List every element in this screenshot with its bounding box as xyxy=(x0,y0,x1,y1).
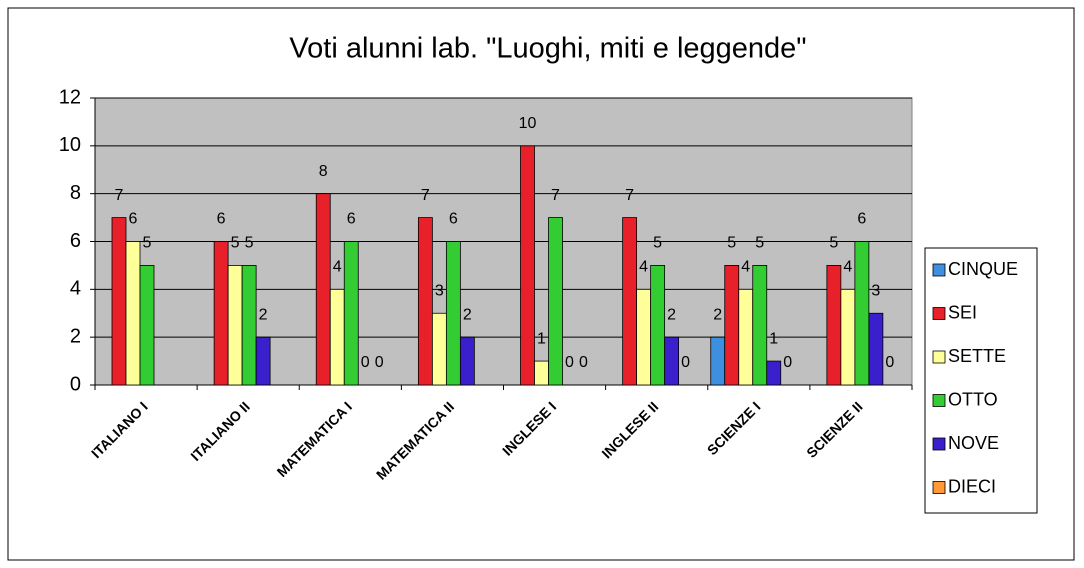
bar xyxy=(139,265,155,386)
value-label: 5 xyxy=(653,235,662,252)
value-label: 4 xyxy=(741,259,750,276)
value-label: 4 xyxy=(639,259,648,276)
bar xyxy=(826,265,842,386)
value-label: 2 xyxy=(713,306,722,323)
bar xyxy=(650,265,666,386)
bar xyxy=(125,241,141,386)
bar xyxy=(445,241,461,386)
value-label: 3 xyxy=(435,282,444,299)
bar xyxy=(315,193,331,386)
value-label: 5 xyxy=(727,235,736,252)
legend-swatch xyxy=(932,481,946,494)
y-tick-label: 2 xyxy=(70,325,81,347)
value-label: 1 xyxy=(769,330,778,347)
value-label: 0 xyxy=(885,354,894,371)
bar xyxy=(710,336,726,386)
bar xyxy=(636,288,652,386)
bar xyxy=(520,145,535,386)
bar xyxy=(417,217,433,386)
bar xyxy=(622,217,638,386)
value-label: 5 xyxy=(231,235,240,252)
legend-swatch xyxy=(932,437,946,451)
bar xyxy=(213,241,229,386)
bar xyxy=(431,312,447,386)
value-label: 6 xyxy=(449,211,458,228)
value-label: 5 xyxy=(829,235,838,252)
legend-label: OTTO xyxy=(948,389,998,409)
legend-box xyxy=(924,247,1038,514)
value-label: 5 xyxy=(755,235,764,252)
y-tick-label: 8 xyxy=(70,182,81,204)
value-label: 5 xyxy=(245,235,254,252)
value-label: 2 xyxy=(463,306,472,323)
bar xyxy=(227,265,243,386)
bar xyxy=(534,360,549,386)
value-label: 2 xyxy=(259,306,268,323)
bar xyxy=(738,288,754,386)
value-label: 7 xyxy=(551,187,560,204)
legend-label: CINQUE xyxy=(948,259,1018,279)
value-label: 7 xyxy=(421,187,430,204)
value-label: 2 xyxy=(667,306,676,323)
bar xyxy=(854,241,870,386)
legend-label: SETTE xyxy=(948,346,1006,366)
value-label: 0 xyxy=(361,354,370,371)
bar xyxy=(724,265,740,386)
bar xyxy=(548,217,563,386)
value-label: 3 xyxy=(871,282,880,299)
value-label: 0 xyxy=(375,354,384,371)
bar xyxy=(664,336,680,386)
value-label: 8 xyxy=(319,163,328,180)
bar xyxy=(343,241,359,386)
value-label: 0 xyxy=(579,354,588,371)
value-label: 1 xyxy=(537,330,546,347)
bar xyxy=(241,265,257,386)
value-label: 6 xyxy=(129,211,138,228)
y-tick-label: 0 xyxy=(70,373,81,395)
value-label: 6 xyxy=(857,211,866,228)
value-label: 5 xyxy=(143,235,152,252)
legend-swatch xyxy=(932,263,946,277)
legend-label: DIECI xyxy=(948,476,996,496)
y-tick-label: 12 xyxy=(59,86,81,108)
value-label: 6 xyxy=(347,211,356,228)
legend-label: NOVE xyxy=(948,433,999,453)
bar xyxy=(459,336,475,386)
bar xyxy=(868,312,884,386)
value-label: 0 xyxy=(681,354,690,371)
value-label: 4 xyxy=(843,259,852,276)
bar xyxy=(766,360,782,386)
bar xyxy=(255,336,271,386)
value-label: 6 xyxy=(217,211,226,228)
value-label: 0 xyxy=(783,354,792,371)
legend-swatch xyxy=(932,350,946,364)
bar xyxy=(111,217,127,386)
bar xyxy=(752,265,768,386)
legend-swatch xyxy=(932,394,946,407)
value-label: 0 xyxy=(565,354,574,371)
value-label: 7 xyxy=(115,187,124,204)
y-tick-label: 4 xyxy=(70,278,81,300)
value-label: 7 xyxy=(625,187,634,204)
legend-label: SEI xyxy=(948,302,977,322)
chart-title: Voti alunni lab. "Luoghi, miti e leggend… xyxy=(289,33,806,65)
value-label: 10 xyxy=(519,115,537,132)
bar xyxy=(329,288,345,386)
legend-swatch xyxy=(932,307,946,320)
value-label: 4 xyxy=(333,259,342,276)
y-tick-label: 6 xyxy=(70,230,81,252)
y-tick-label: 10 xyxy=(59,134,81,156)
bar xyxy=(840,288,856,386)
